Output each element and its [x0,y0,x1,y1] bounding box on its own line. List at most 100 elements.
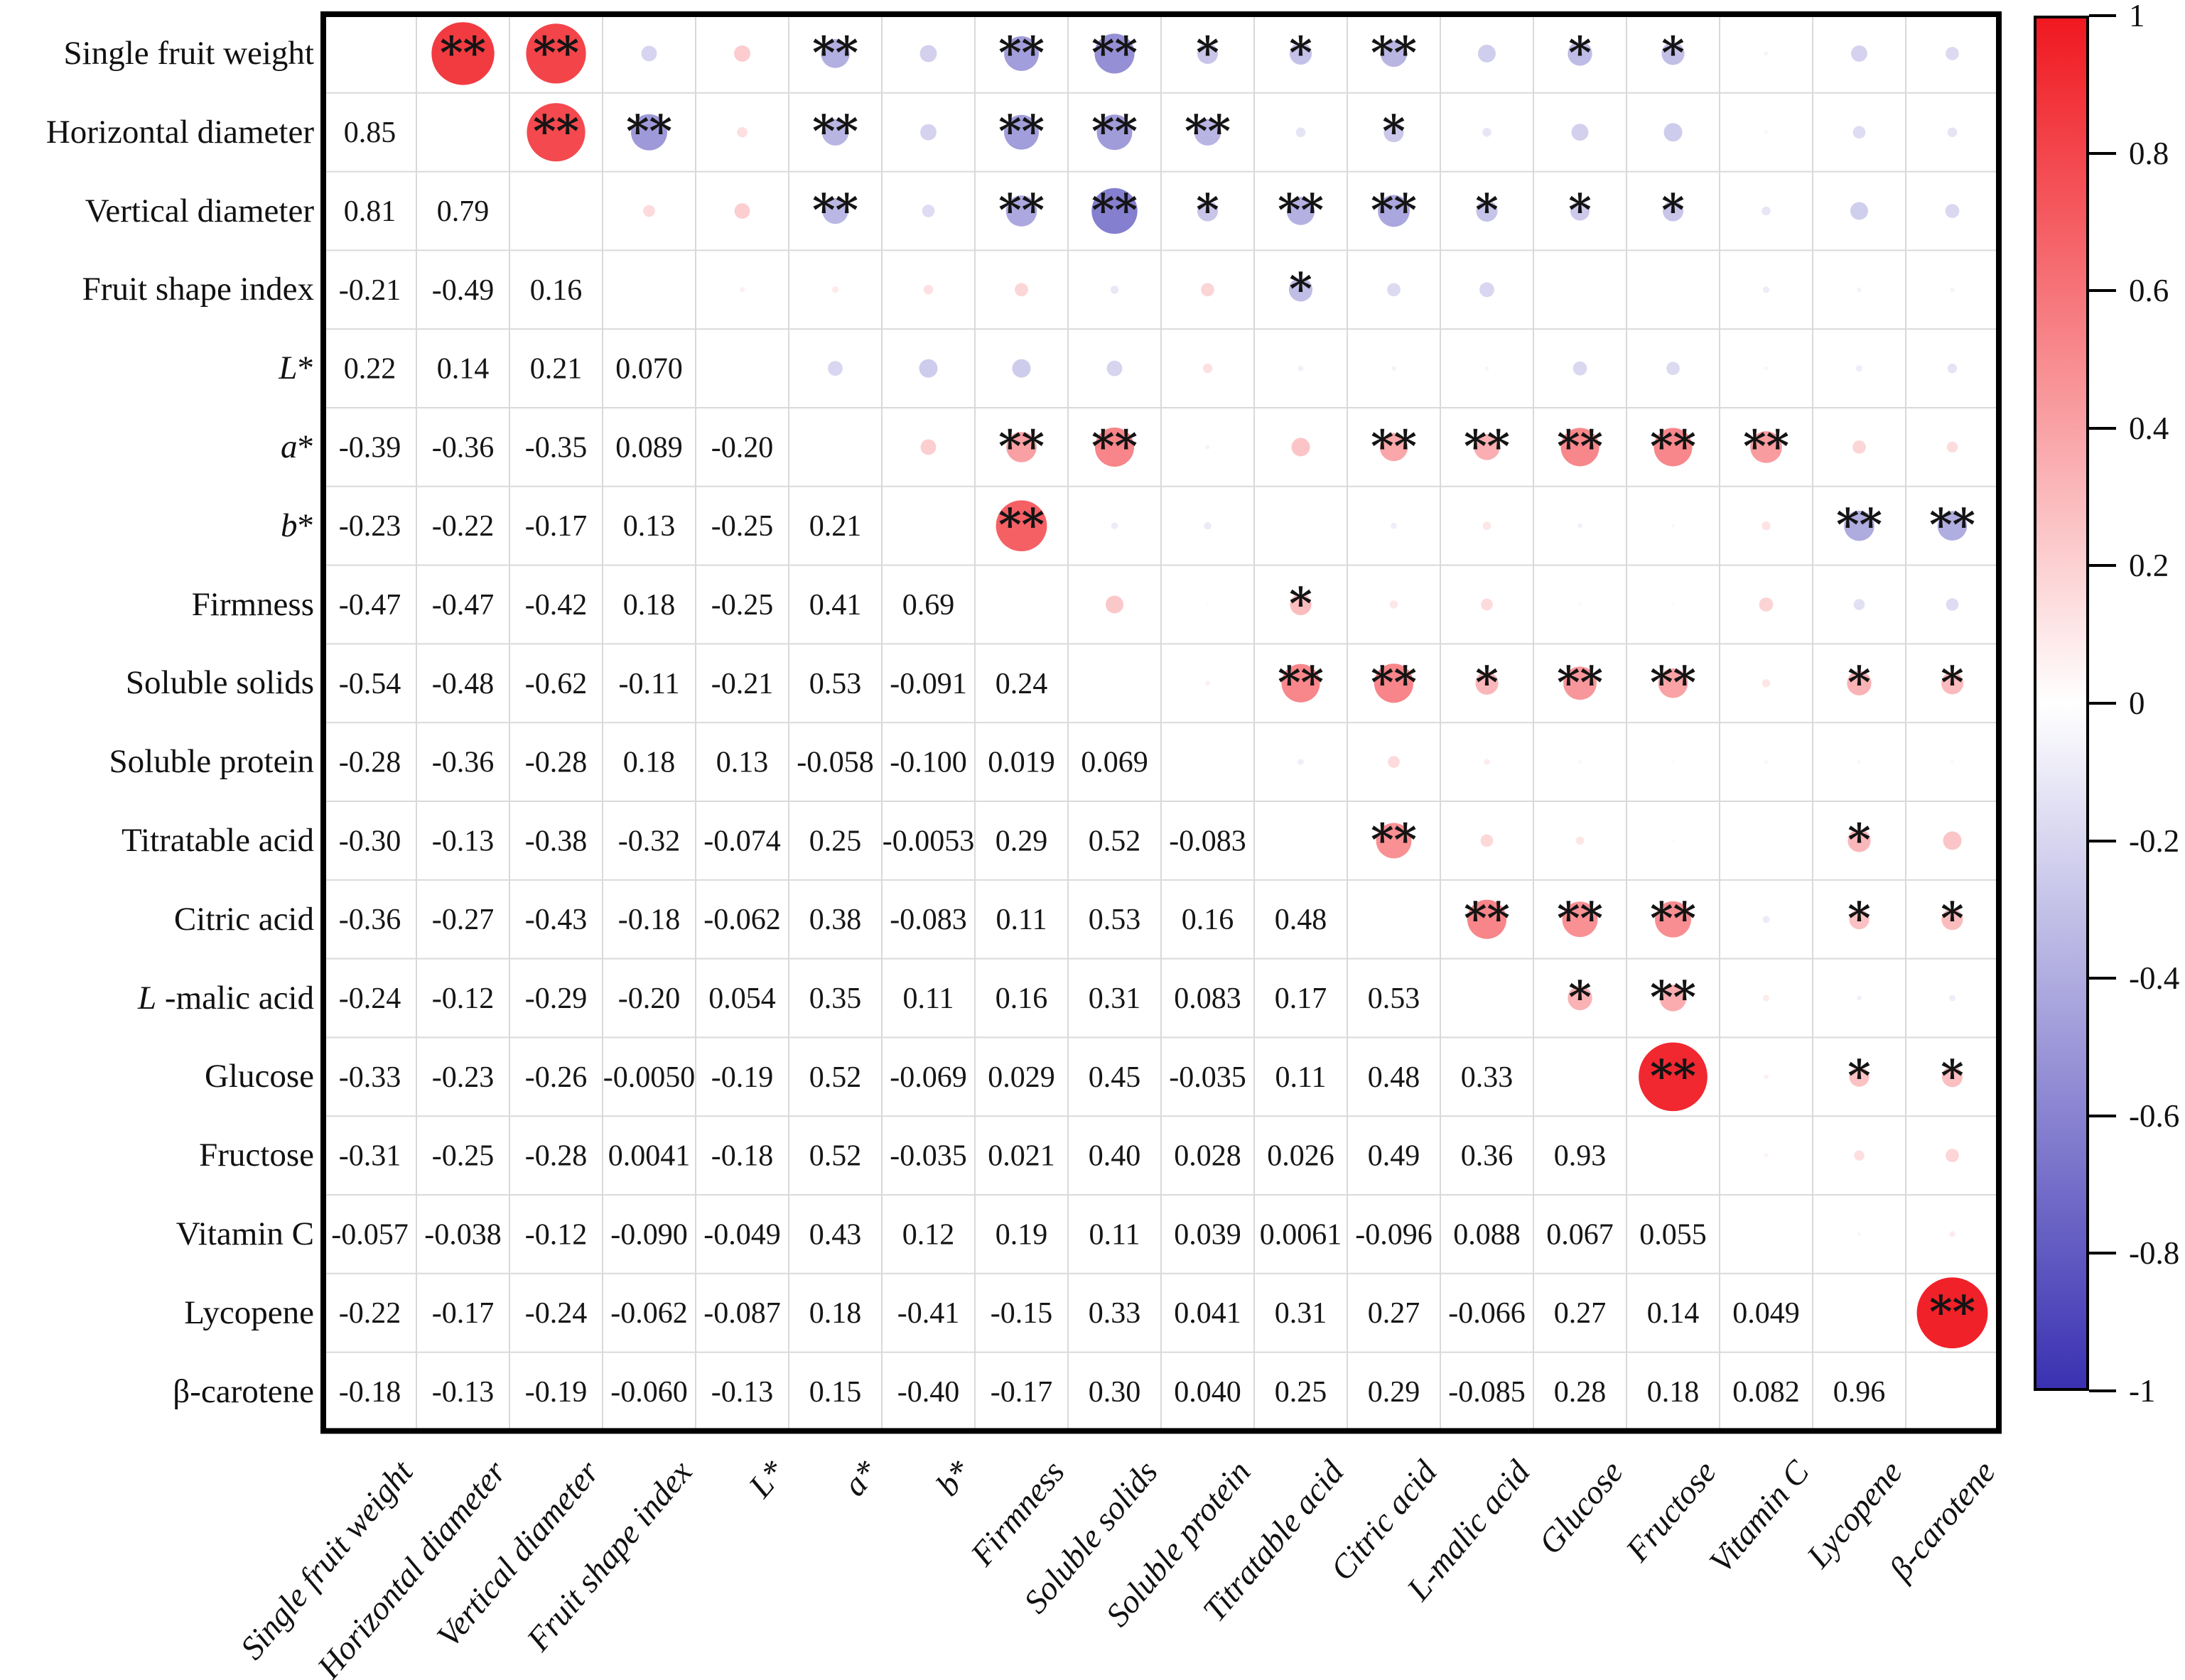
corr-circle [1577,523,1583,529]
colorbar-tick-label: 0.2 [2129,548,2169,584]
corr-circle [734,45,750,62]
corr-value: -0.41 [897,1297,960,1330]
corr-value: -0.090 [610,1218,688,1251]
corr-value: -0.062 [610,1297,688,1330]
corr-circle [1852,440,1866,454]
corr-value: 0.069 [1081,747,1148,779]
corr-value: 0.039 [1174,1218,1241,1251]
corr-value: 0.28 [1554,1376,1607,1409]
corr-value: 0.14 [437,353,490,386]
corr-value: 0.16 [530,274,583,307]
colorbar-tick [2089,1389,2116,1392]
colorbar-tick-label: 0 [2129,685,2145,721]
corr-value: 0.11 [903,982,954,1015]
corr-value: -0.0050 [603,1061,696,1094]
corr-value: 0.25 [1275,1376,1327,1409]
corr-circle [1639,1042,1707,1112]
row-label: Citric acid [173,900,314,938]
corr-value: -0.21 [711,668,774,700]
corr-value: 0.19 [996,1218,1048,1251]
corr-circle [1941,1066,1963,1088]
corr-circle [1750,431,1782,463]
corr-value: 0.31 [1089,982,1141,1015]
corr-circle [1764,838,1768,842]
corr-value: -0.39 [339,431,401,464]
colorbar-tick-label: -0.2 [2129,823,2180,859]
sig-stars: * [1941,892,1963,944]
sig-stars: ** [626,105,672,157]
corr-value: 0.43 [809,1218,862,1251]
corr-value: 0.79 [437,195,490,228]
colorbar-tick [2089,151,2116,155]
corr-circle [1852,126,1866,139]
corr-circle [1949,995,1955,1002]
corr-circle [1106,360,1123,376]
corr-circle [1197,43,1219,64]
corr-value: -0.54 [339,668,401,700]
colorbar-tick-label: -0.4 [2129,960,2180,997]
corr-value: -0.19 [711,1061,774,1094]
corr-circle [1949,1231,1955,1237]
corr-value: 0.33 [1461,1061,1514,1094]
corr-circle [1945,204,1960,218]
corr-value: 0.16 [1182,904,1234,936]
corr-circle [526,23,586,84]
colorbar-tick [2089,839,2116,842]
corr-circle [1764,1074,1769,1080]
corr-value: -0.038 [424,1218,502,1251]
corr-circle [922,205,935,217]
corr-circle [1571,124,1589,141]
corr-circle [1762,206,1771,216]
corr-value: 0.69 [902,589,955,622]
sig-stars: * [1568,971,1591,1023]
sig-stars: ** [1650,1050,1696,1102]
corr-value: -0.42 [525,589,588,622]
corr-value: -0.035 [890,1140,967,1173]
row-label: Glucose [204,1058,314,1095]
sig-stars: ** [1557,420,1603,472]
corr-value: 0.026 [1267,1140,1334,1173]
corr-circle [1658,668,1688,698]
sig-stars: ** [1091,105,1138,157]
corr-circle [1671,602,1675,607]
corr-value: 0.17 [1275,982,1327,1015]
corr-value: -0.035 [1169,1061,1246,1094]
corr-value: 0.29 [996,825,1048,857]
sig-stars: * [1568,26,1591,78]
colorbar-gradient [2034,16,2089,1391]
corr-value: -0.40 [897,1376,960,1409]
corr-value: 0.24 [996,668,1048,700]
corr-circle [431,22,495,85]
corr-value: 0.45 [1089,1061,1141,1094]
corr-value: 0.055 [1639,1218,1707,1251]
corr-value: -0.057 [331,1218,409,1251]
corr-circle [831,286,839,293]
colorbar-tick [2089,1252,2116,1255]
corr-value: -0.36 [432,747,495,779]
sig-stars: * [1941,656,1963,708]
corr-circle [1849,1066,1870,1087]
corr-value: 0.40 [1089,1140,1141,1173]
corr-value: 0.18 [623,589,676,622]
corr-circle [1653,428,1693,467]
corr-circle [1484,366,1489,371]
corr-circle [1478,44,1496,63]
corr-circle [1291,438,1310,457]
corr-circle [1762,521,1771,531]
corr-value: 0.41 [809,589,862,622]
corr-circle [1568,41,1592,66]
corr-value: -0.24 [525,1297,588,1330]
corr-circle [1111,522,1118,529]
corr-value: 0.53 [809,668,862,700]
corr-circle [739,287,745,293]
corr-circle [1850,202,1868,220]
row-label: Fruit shape index [82,271,314,308]
sig-stars: ** [1929,499,1975,551]
corr-value: 0.14 [1647,1297,1700,1330]
corr-circle [1946,598,1959,611]
corr-value: -0.49 [432,274,495,307]
corr-circle [1854,1150,1865,1161]
corr-circle [822,197,848,224]
corr-circle [1383,122,1404,143]
corr-value: -0.22 [432,510,495,543]
